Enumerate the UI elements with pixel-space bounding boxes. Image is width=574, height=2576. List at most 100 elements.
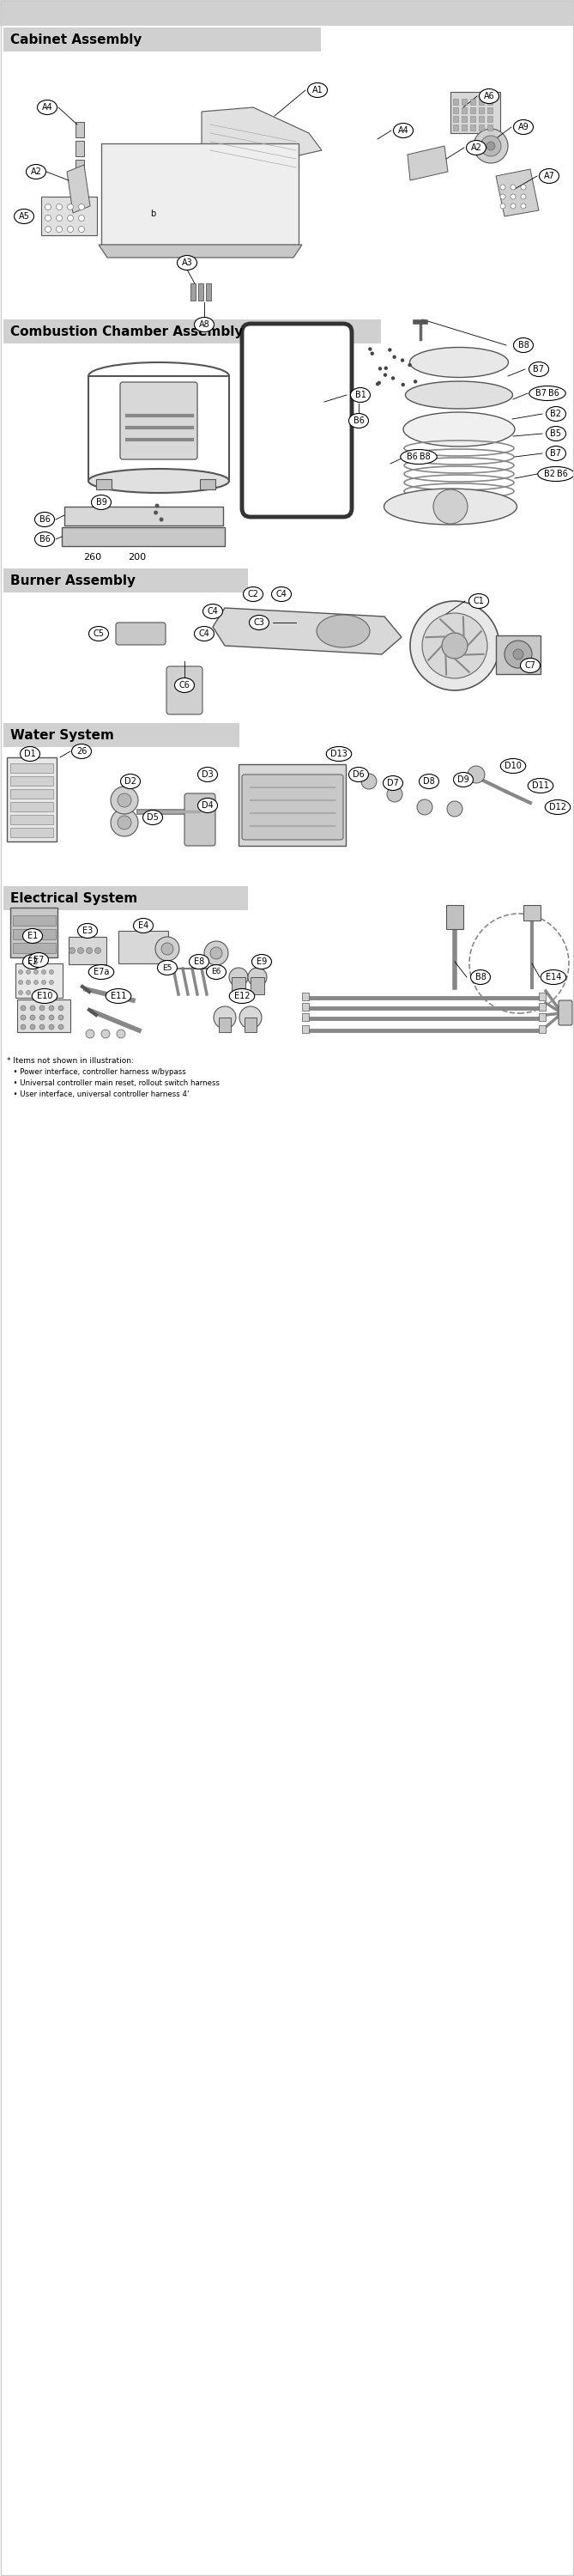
Ellipse shape — [88, 966, 114, 979]
Circle shape — [521, 204, 526, 209]
Text: E4: E4 — [138, 922, 149, 930]
FancyBboxPatch shape — [118, 930, 168, 963]
Circle shape — [40, 1025, 45, 1030]
Text: D1: D1 — [24, 750, 36, 757]
Text: D11: D11 — [532, 781, 549, 791]
Ellipse shape — [229, 989, 255, 1005]
FancyBboxPatch shape — [479, 98, 484, 106]
Ellipse shape — [32, 989, 57, 1005]
Text: D6: D6 — [353, 770, 364, 778]
FancyBboxPatch shape — [487, 124, 492, 131]
Ellipse shape — [546, 407, 566, 420]
Circle shape — [474, 129, 508, 162]
Circle shape — [391, 376, 395, 381]
Polygon shape — [496, 170, 539, 216]
FancyBboxPatch shape — [245, 1018, 257, 1033]
FancyBboxPatch shape — [453, 116, 458, 121]
Circle shape — [118, 793, 131, 806]
Ellipse shape — [198, 799, 218, 814]
Ellipse shape — [541, 971, 566, 984]
Circle shape — [161, 943, 173, 956]
Circle shape — [442, 634, 468, 659]
FancyBboxPatch shape — [461, 116, 467, 121]
Circle shape — [155, 505, 159, 507]
Ellipse shape — [243, 587, 263, 603]
Circle shape — [401, 384, 405, 386]
Circle shape — [417, 799, 432, 814]
Circle shape — [377, 381, 381, 384]
Ellipse shape — [272, 587, 291, 603]
Circle shape — [45, 227, 51, 232]
Text: D3: D3 — [201, 770, 214, 778]
Text: B7: B7 — [550, 448, 561, 459]
Text: D10: D10 — [505, 762, 522, 770]
Text: C5: C5 — [93, 629, 104, 639]
Text: A1: A1 — [312, 85, 323, 95]
Text: • Power interface, controller harness w/bypass: • Power interface, controller harness w/… — [9, 1069, 186, 1077]
Circle shape — [21, 1005, 26, 1010]
Ellipse shape — [88, 469, 229, 492]
Circle shape — [34, 971, 38, 974]
Text: E10: E10 — [37, 992, 52, 999]
Text: • Universal controller main reset, rollout switch harness: • Universal controller main reset, rollo… — [9, 1079, 220, 1087]
Polygon shape — [201, 108, 322, 165]
FancyBboxPatch shape — [198, 283, 203, 301]
Circle shape — [500, 204, 505, 209]
Circle shape — [45, 216, 51, 222]
FancyBboxPatch shape — [3, 886, 248, 909]
Circle shape — [26, 971, 30, 974]
Text: C3: C3 — [254, 618, 265, 626]
Ellipse shape — [539, 170, 559, 183]
Ellipse shape — [88, 363, 229, 389]
Circle shape — [510, 193, 515, 198]
Circle shape — [510, 204, 515, 209]
Ellipse shape — [249, 616, 269, 631]
Circle shape — [408, 363, 412, 366]
Circle shape — [101, 1030, 110, 1038]
Ellipse shape — [91, 495, 111, 510]
Ellipse shape — [401, 448, 437, 464]
Circle shape — [86, 1030, 94, 1038]
FancyBboxPatch shape — [62, 528, 225, 546]
FancyBboxPatch shape — [539, 1012, 546, 1020]
Text: D4: D4 — [201, 801, 214, 809]
Circle shape — [210, 948, 222, 958]
FancyBboxPatch shape — [302, 1012, 309, 1020]
FancyBboxPatch shape — [64, 507, 223, 526]
Circle shape — [67, 216, 73, 222]
Text: E5: E5 — [162, 963, 172, 971]
FancyBboxPatch shape — [69, 938, 106, 963]
Text: 200: 200 — [128, 554, 146, 562]
FancyBboxPatch shape — [453, 98, 458, 106]
Ellipse shape — [203, 605, 223, 618]
Text: Water System: Water System — [10, 729, 114, 742]
Ellipse shape — [195, 626, 214, 641]
Ellipse shape — [538, 466, 574, 482]
Circle shape — [40, 1015, 45, 1020]
Ellipse shape — [405, 381, 513, 410]
Circle shape — [67, 204, 73, 211]
FancyBboxPatch shape — [487, 98, 492, 106]
Circle shape — [510, 185, 515, 191]
Text: B2: B2 — [550, 410, 561, 417]
Circle shape — [513, 649, 523, 659]
Text: E11: E11 — [111, 992, 126, 999]
Circle shape — [34, 981, 38, 984]
Text: D5: D5 — [147, 814, 158, 822]
FancyBboxPatch shape — [446, 904, 463, 930]
FancyBboxPatch shape — [10, 762, 53, 773]
FancyBboxPatch shape — [10, 775, 53, 786]
Text: A4: A4 — [398, 126, 409, 134]
Circle shape — [79, 227, 84, 232]
Circle shape — [69, 948, 75, 953]
Text: C4: C4 — [207, 608, 218, 616]
Polygon shape — [99, 245, 302, 258]
Ellipse shape — [23, 930, 42, 943]
Text: D12: D12 — [549, 804, 567, 811]
FancyBboxPatch shape — [76, 142, 84, 157]
Text: D7: D7 — [387, 778, 399, 788]
Circle shape — [30, 1025, 35, 1030]
Circle shape — [393, 355, 396, 358]
Circle shape — [118, 817, 131, 829]
Text: B6: B6 — [39, 515, 50, 523]
